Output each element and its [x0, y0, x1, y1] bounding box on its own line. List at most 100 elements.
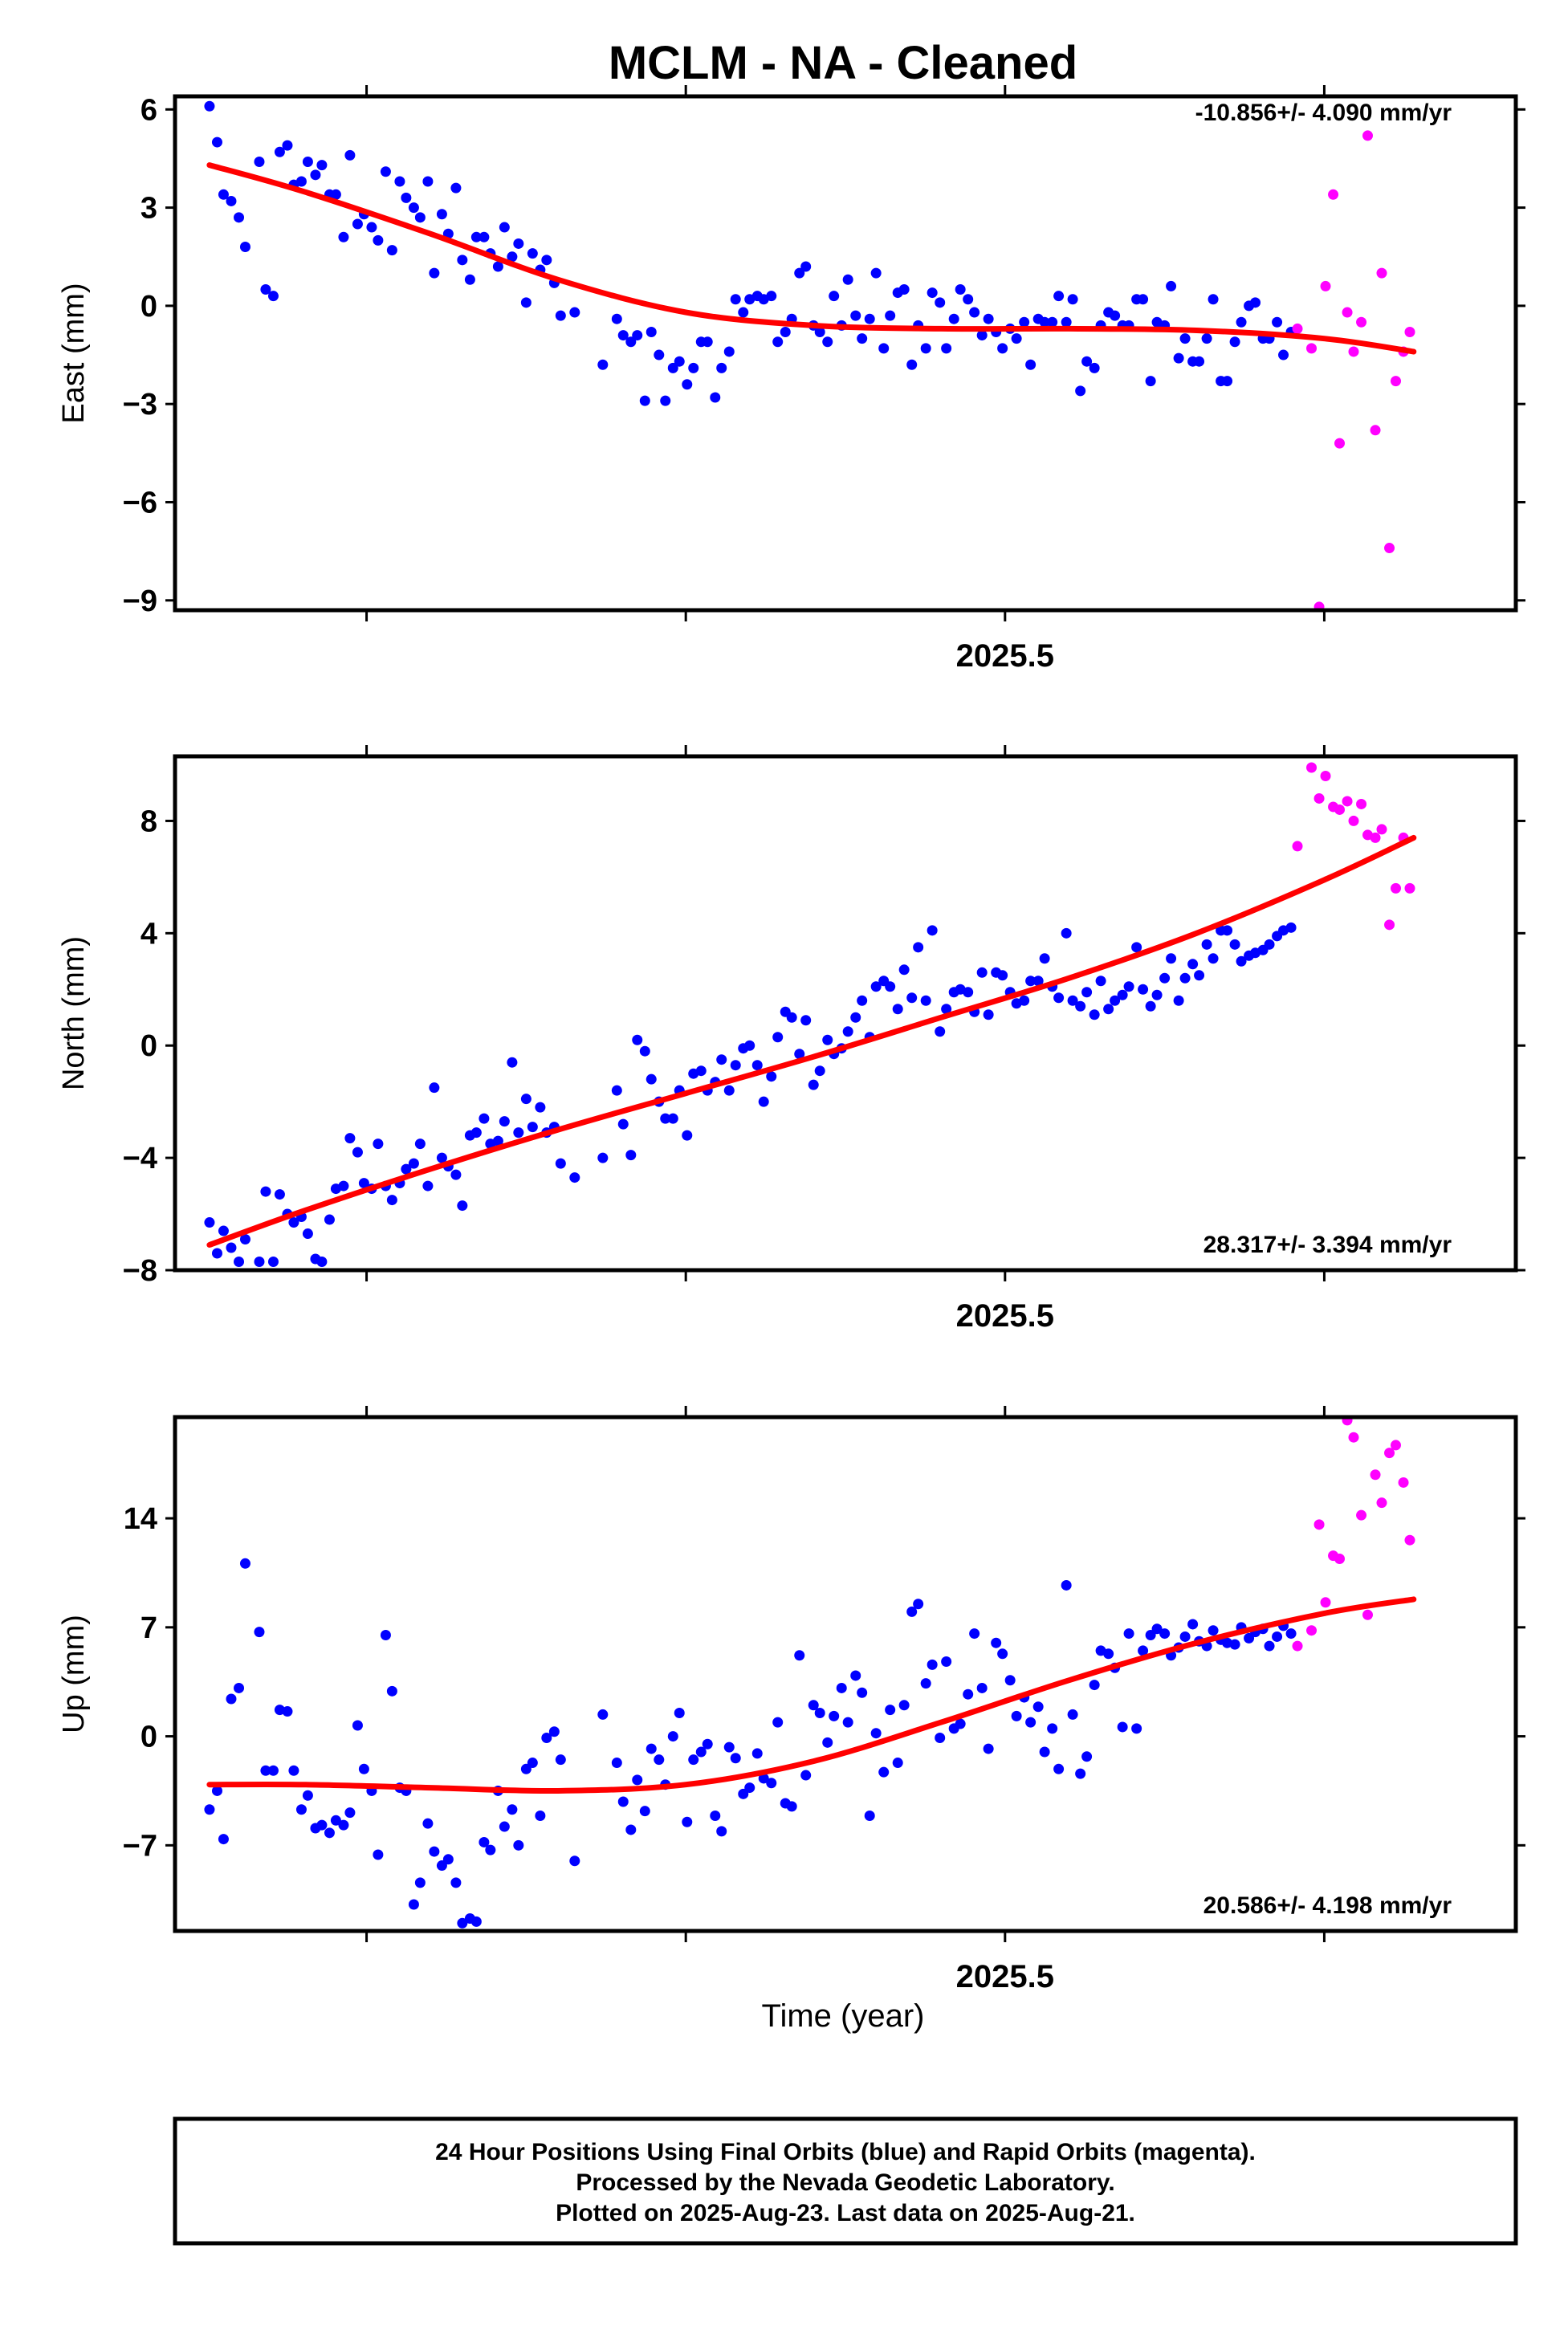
- final-orbit-point: [464, 274, 475, 285]
- final-orbit-point: [941, 1004, 952, 1015]
- final-orbit-point: [1187, 959, 1199, 970]
- y-tick-label: 7: [141, 1611, 157, 1645]
- final-orbit-point: [204, 100, 215, 112]
- y-tick-label: 3: [141, 192, 157, 226]
- rapid-orbit-point: [1404, 1534, 1415, 1546]
- final-orbit-point: [1250, 297, 1261, 308]
- final-orbit-point: [857, 333, 868, 344]
- final-orbit-point: [935, 297, 946, 308]
- final-orbit-point: [1039, 953, 1050, 964]
- final-orbit-point: [716, 362, 727, 373]
- rapid-orbit-point: [1384, 1448, 1395, 1459]
- rapid-orbit-point: [1404, 882, 1415, 894]
- final-orbit-point: [786, 1801, 797, 1812]
- final-orbit-point: [429, 1082, 440, 1094]
- final-orbit-point: [1067, 1709, 1078, 1720]
- final-orbit-point: [850, 1012, 861, 1023]
- final-orbit-point: [723, 1085, 735, 1096]
- final-orbit-point: [744, 1782, 755, 1794]
- final-orbit-point: [991, 1637, 1002, 1648]
- final-orbit-point: [1131, 1723, 1142, 1734]
- final-orbit-point: [1089, 362, 1100, 373]
- final-orbit-point: [1103, 1648, 1114, 1660]
- final-orbit-point: [1075, 385, 1086, 397]
- final-orbit-point: [611, 1758, 622, 1769]
- final-orbit-point: [927, 1659, 938, 1670]
- final-orbit-point: [654, 349, 665, 360]
- final-orbit-point: [352, 218, 363, 230]
- final-orbit-point: [555, 310, 566, 321]
- final-orbit-point: [1208, 294, 1219, 305]
- rapid-orbit-point: [1370, 1469, 1381, 1481]
- rapid-orbit-point: [1348, 815, 1359, 826]
- final-orbit-point: [541, 255, 552, 266]
- final-orbit-point: [611, 1085, 622, 1096]
- final-orbit-point: [1110, 995, 1121, 1006]
- rapid-orbit-point: [1320, 1597, 1331, 1608]
- final-orbit-point: [1179, 333, 1191, 344]
- footer-line-2: Processed by the Nevada Geodetic Laborat…: [576, 2169, 1114, 2196]
- final-orbit-point: [1229, 1639, 1240, 1650]
- final-orbit-point: [625, 336, 637, 348]
- final-orbit-point: [639, 1806, 650, 1817]
- final-orbit-point: [646, 327, 657, 338]
- final-orbit-point: [234, 1682, 245, 1693]
- final-orbit-point: [373, 1849, 384, 1860]
- footer-line-1: 24 Hour Positions Using Final Orbits (bl…: [435, 2139, 1256, 2165]
- final-orbit-point: [1004, 1675, 1016, 1686]
- final-orbit-point: [723, 1741, 735, 1753]
- final-orbit-point: [955, 1718, 966, 1729]
- rapid-orbit-point: [1362, 130, 1374, 141]
- final-orbit-point: [470, 231, 482, 242]
- final-orbit-point: [730, 1753, 741, 1764]
- rapid-orbit-point: [1320, 770, 1331, 781]
- final-orbit-point: [422, 1818, 434, 1829]
- final-orbit-point: [520, 1094, 531, 1105]
- final-orbit-point: [935, 1026, 946, 1037]
- final-orbit-point: [1131, 942, 1142, 953]
- final-orbit-point: [1019, 995, 1030, 1006]
- final-orbit-point: [1179, 1631, 1191, 1642]
- rapid-orbit-point: [1384, 543, 1395, 554]
- final-orbit-point: [1151, 1623, 1163, 1635]
- final-orbit-point: [667, 1113, 678, 1124]
- final-orbit-point: [555, 1158, 566, 1169]
- y-tick-label: 6: [141, 93, 157, 127]
- final-orbit-point: [211, 1785, 222, 1796]
- final-orbit-point: [239, 242, 250, 253]
- rapid-orbit-point: [1328, 189, 1339, 200]
- final-orbit-point: [386, 245, 397, 256]
- final-orbit-point: [295, 176, 307, 187]
- final-orbit-point: [1236, 955, 1247, 967]
- final-orbit-point: [1011, 333, 1022, 344]
- final-orbit-point: [414, 1139, 426, 1150]
- final-orbit-point: [702, 1738, 713, 1750]
- rapid-orbit-point: [1306, 1625, 1318, 1636]
- final-orbit-point: [814, 327, 825, 338]
- final-orbit-point: [927, 287, 938, 299]
- final-orbit-point: [373, 1139, 384, 1150]
- final-orbit-point: [282, 1706, 293, 1717]
- rapid-orbit-point: [1356, 316, 1367, 328]
- final-orbit-point: [380, 1630, 391, 1641]
- final-orbit-point: [1039, 1746, 1050, 1758]
- final-orbit-point: [239, 1558, 250, 1569]
- final-orbit-point: [386, 1685, 397, 1697]
- y-tick-label: 0: [141, 290, 157, 324]
- final-orbit-point: [507, 251, 518, 263]
- plot-area: [204, 1417, 1417, 1929]
- final-orbit-point: [288, 1765, 299, 1776]
- final-orbit-point: [1208, 1625, 1219, 1636]
- final-orbit-point: [344, 1133, 356, 1144]
- final-orbit-point: [1201, 939, 1212, 950]
- y-tick-label: −4: [123, 1142, 157, 1175]
- final-orbit-point: [857, 1687, 868, 1698]
- final-orbit-point: [442, 1854, 454, 1865]
- y-tick-label: 8: [141, 805, 157, 838]
- final-orbit-point: [513, 238, 524, 249]
- final-orbit-point: [282, 140, 293, 151]
- final-orbit-point: [324, 1214, 335, 1225]
- final-orbit-point: [239, 1234, 250, 1245]
- final-orbit-point: [1272, 316, 1283, 328]
- final-orbit-point: [800, 1015, 812, 1026]
